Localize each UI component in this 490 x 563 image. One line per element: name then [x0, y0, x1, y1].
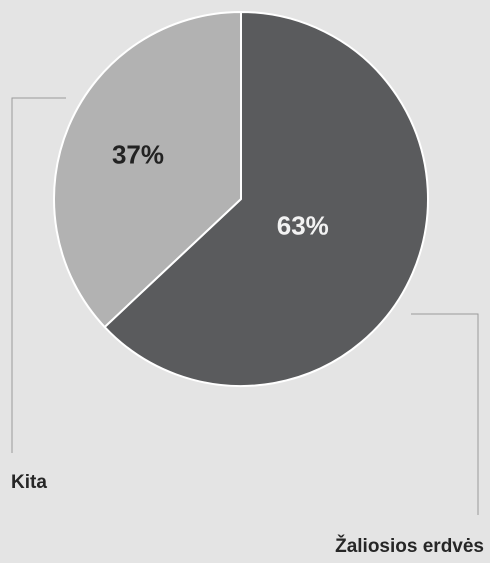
- legend-label-kita: Kita: [11, 472, 47, 493]
- legend-label-zaliosios-erdves: Žaliosios erdvės: [335, 535, 484, 557]
- slices-layer: [53, 11, 429, 387]
- pie-slice-zaliosios-erdves: [103, 11, 429, 387]
- slice-value-label-kita: 37%: [112, 139, 164, 169]
- leader-line-kita: [11, 97, 66, 453]
- leader-lines-layer: [11, 97, 479, 515]
- slice-value-label-zaliosios-erdves: 63%: [277, 211, 329, 241]
- pie-slice-kita: [53, 11, 242, 329]
- leader-line-zaliosios-erdves: [411, 313, 479, 515]
